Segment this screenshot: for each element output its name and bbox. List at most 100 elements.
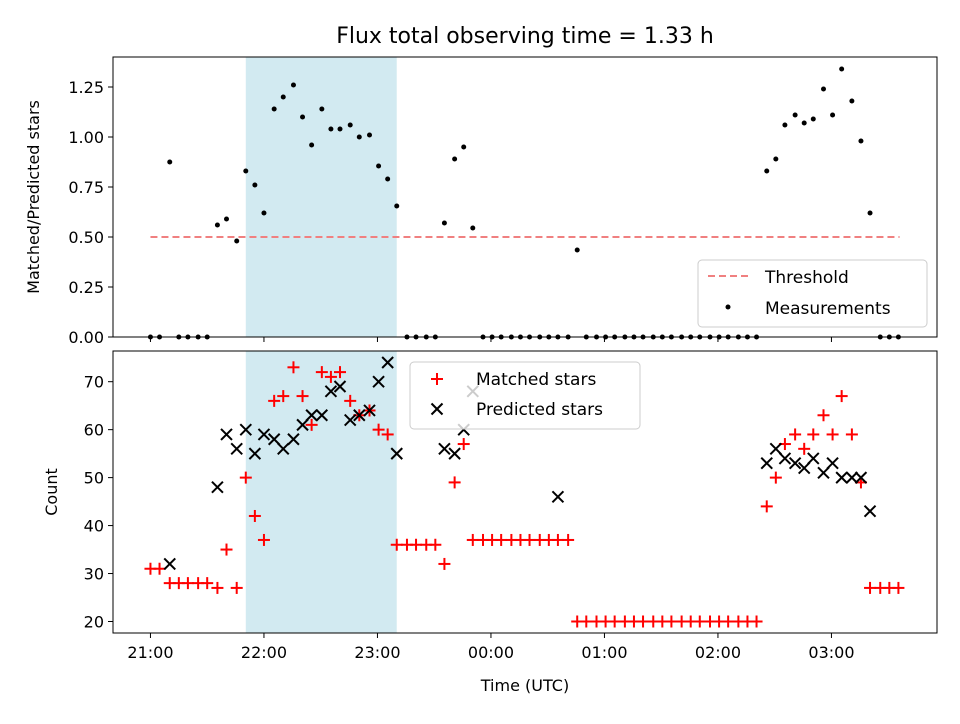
bottom-legend: Matched stars Predicted stars: [409, 361, 641, 430]
matched-star-point: [523, 533, 536, 546]
matched-star-point: [248, 509, 261, 522]
measurement-point: [214, 222, 220, 228]
measurement-point: [328, 126, 334, 132]
predicted-star-point: [211, 480, 224, 494]
predicted-star-point: [551, 490, 565, 504]
matched-star-point: [239, 471, 252, 484]
predicted-star-point-b: [845, 471, 859, 484]
measurement-point: [821, 86, 827, 92]
bottom-y-tick-label: 60: [84, 421, 104, 440]
legend-threshold-label: Threshold: [764, 268, 849, 288]
predicted-star-point: [797, 461, 811, 475]
predicted-star-point-b: [778, 452, 792, 465]
predicted-star-point-b: [854, 471, 868, 484]
predicted-star-point: [315, 409, 329, 422]
matched-star-point: [466, 533, 479, 546]
matched-star-point: [448, 476, 461, 489]
predicted-star-point-b: [296, 418, 309, 432]
predicted-star-point: [854, 471, 868, 484]
top-y-tick-label: 0.00: [68, 328, 104, 347]
matched-star-point: [722, 615, 735, 628]
measurement-point: [319, 106, 325, 112]
matched-star-point: [201, 577, 214, 590]
top-legend: Threshold Measurements: [697, 259, 928, 328]
matched-star-point: [789, 428, 802, 441]
predicted-star-point-b: [390, 447, 403, 460]
predicted-star-point-b: [769, 442, 783, 456]
top-y-tick-label: 1.25: [68, 78, 104, 97]
x-tick-label: 23:00: [354, 643, 400, 662]
matched-star-point: [324, 370, 337, 383]
measurement-point: [792, 112, 798, 118]
legend-predicted-label: Predicted stars: [476, 400, 603, 420]
predicted-star-point: [448, 447, 461, 460]
measurement-point: [574, 247, 580, 253]
matched-star-point: [372, 423, 385, 436]
predicted-star-point-b: [211, 480, 224, 494]
matched-star-point: [457, 438, 470, 451]
predicted-star-point: [381, 356, 394, 369]
predicted-star-point: [760, 457, 773, 470]
measurement-point: [830, 112, 836, 118]
predicted-star-point: [305, 409, 318, 422]
predicted-star-point-b: [220, 428, 233, 441]
bottom-y-tick-label: 30: [84, 565, 104, 584]
measurement-point: [167, 159, 173, 165]
measurement-point: [356, 134, 362, 140]
bottom-y-axis-label: Count: [42, 468, 61, 516]
predicted-star-point-b: [381, 356, 394, 369]
matched-star-point: [305, 418, 318, 431]
measurement-point: [764, 168, 770, 174]
matched-star-point: [438, 557, 451, 570]
measurement-point: [234, 238, 240, 244]
measurement-point: [367, 132, 373, 138]
measurement-point: [223, 216, 229, 222]
matched-star-point: [750, 615, 763, 628]
predicted-star-point-b: [863, 504, 877, 518]
predicted-star-point: [778, 452, 792, 465]
predicted-star-point-b: [835, 471, 848, 484]
top-y-tick-label: 0.75: [68, 178, 104, 197]
predicted-star-point: [438, 442, 451, 456]
matched-star-point: [181, 577, 194, 590]
matched-star-point: [562, 533, 575, 546]
legend-measurements-label: Measurements: [765, 299, 891, 319]
matched-star-point: [153, 562, 166, 575]
measurement-point: [441, 220, 447, 226]
bottom-plot-frame: [112, 350, 938, 634]
predicted-star-point: [390, 447, 403, 460]
predicted-star-point-b: [448, 447, 461, 460]
predicted-star-point-b: [305, 409, 318, 422]
measurement-point: [839, 66, 845, 72]
measurement-point: [300, 114, 306, 120]
predicted-star-point-b: [163, 557, 176, 571]
x-tick-label: 22:00: [241, 643, 287, 662]
predicted-star-point: [248, 447, 262, 460]
measurement-point: [810, 116, 816, 122]
predicted-star-point: [845, 471, 859, 484]
predicted-star-point-b: [760, 457, 773, 470]
predicted-star-point-b: [438, 442, 451, 456]
matched-star-point: [211, 581, 224, 594]
matched-star-point: [665, 615, 678, 628]
legend-measurements-swatch: [725, 304, 731, 310]
predicted-star-point-b: [788, 457, 802, 470]
matched-star-point: [693, 615, 706, 628]
predicted-star-point: [372, 375, 385, 388]
measurement-point: [280, 94, 286, 100]
predicted-star-point-b: [363, 404, 376, 417]
measurement-point: [452, 156, 458, 162]
predicted-star-point-b: [239, 423, 253, 436]
x-tick-label: 01:00: [581, 643, 627, 662]
matched-star-point: [220, 543, 233, 556]
matched-star-point: [390, 538, 403, 551]
measurement-point: [867, 210, 873, 216]
measurement-point: [337, 126, 343, 132]
measurement-point: [773, 156, 779, 162]
measurement-point: [782, 122, 788, 128]
predicted-star-point: [817, 466, 830, 480]
predicted-star-point: [277, 442, 290, 456]
measurement-point: [385, 176, 391, 182]
matched-star-point: [760, 500, 773, 513]
